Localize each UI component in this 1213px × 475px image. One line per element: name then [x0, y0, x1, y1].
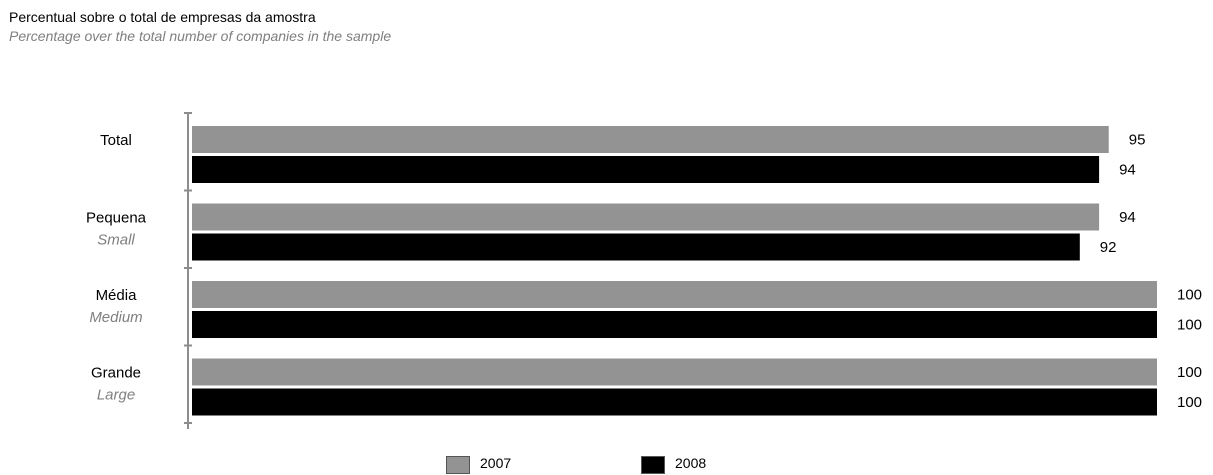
- category-label-pequena: Pequena: [86, 210, 147, 227]
- data-label-total-2008: 94: [1119, 162, 1136, 179]
- bar-total-2008: [192, 156, 1100, 183]
- bar-grande-2007: [192, 358, 1157, 386]
- legend-label-2007: 2007: [480, 455, 512, 471]
- chart-title: Percentual sobre o total de empresas da …: [9, 9, 316, 25]
- bar-media-2007: [192, 281, 1157, 308]
- legend-item-2007: 2007: [446, 455, 511, 474]
- legend-swatch-2008: [641, 456, 665, 474]
- bar-grande-2008: [192, 388, 1157, 416]
- category-sublabel-media: Medium: [89, 309, 142, 326]
- data-label-media-2008: 100: [1177, 317, 1202, 334]
- category-label-media: Média: [96, 287, 138, 304]
- bar-chart: Total 9594PequenaSmall9492MédiaMedium1001…: [86, 112, 1202, 429]
- bar-pequena-2007: [192, 203, 1100, 231]
- data-label-pequena-2007: 94: [1119, 209, 1136, 226]
- legend-item-2008: 2008: [641, 455, 706, 474]
- data-label-total-2007: 95: [1129, 132, 1146, 149]
- legend-label-2008: 2008: [675, 455, 707, 471]
- category-label-grande: Grande: [91, 365, 141, 382]
- bar-total-2007: [192, 126, 1109, 153]
- legend-swatch-2007: [446, 456, 470, 474]
- bar-pequena-2008: [192, 233, 1080, 261]
- chart-subtitle: Percentage over the total number of comp…: [9, 28, 392, 44]
- data-label-pequena-2008: 92: [1100, 239, 1117, 256]
- data-label-grande-2008: 100: [1177, 394, 1202, 411]
- category-label-total: Total: [100, 132, 132, 149]
- bar-media-2008: [192, 311, 1157, 338]
- data-label-media-2007: 100: [1177, 287, 1202, 304]
- category-sublabel-pequena: Small: [97, 232, 135, 249]
- data-label-grande-2007: 100: [1177, 364, 1202, 381]
- category-sublabel-grande: Large: [97, 387, 135, 404]
